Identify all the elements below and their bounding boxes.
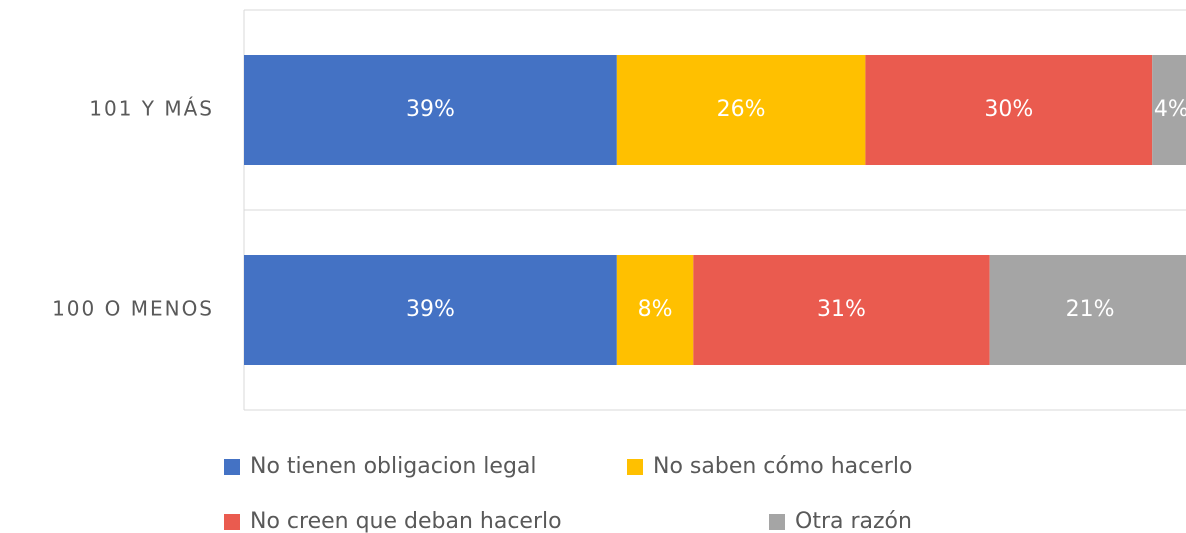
value-label: 21% [1066,297,1115,322]
bar-segment [616,55,866,165]
bar-segment [244,255,617,365]
legend-swatch [224,459,240,475]
legend-label: Otra razón [795,509,912,533]
legend-label: No creen que deban hacerlo [250,509,562,533]
value-label: 39% [406,97,455,122]
value-label: 4% [1154,97,1186,122]
legend-label: No saben cómo hacerlo [653,454,912,479]
category-label: 100 O MENOS [52,297,214,321]
value-label: 31% [817,297,866,322]
bar-segment [1152,55,1186,165]
legend-swatch [769,514,785,530]
value-label: 39% [406,297,455,322]
category-label: 101 Y MÁS [89,97,214,121]
legend-swatch [627,459,643,475]
bar-segment [989,255,1186,365]
bar-segment [244,55,617,165]
value-label: 30% [984,97,1033,122]
bar-segment [693,255,990,365]
bar-segment [865,55,1153,165]
value-label: 8% [638,297,673,322]
legend-label: No tienen obligacion legal [250,454,537,479]
legend-swatch [224,514,240,530]
bar-segment [616,255,694,365]
value-label: 26% [717,97,766,122]
